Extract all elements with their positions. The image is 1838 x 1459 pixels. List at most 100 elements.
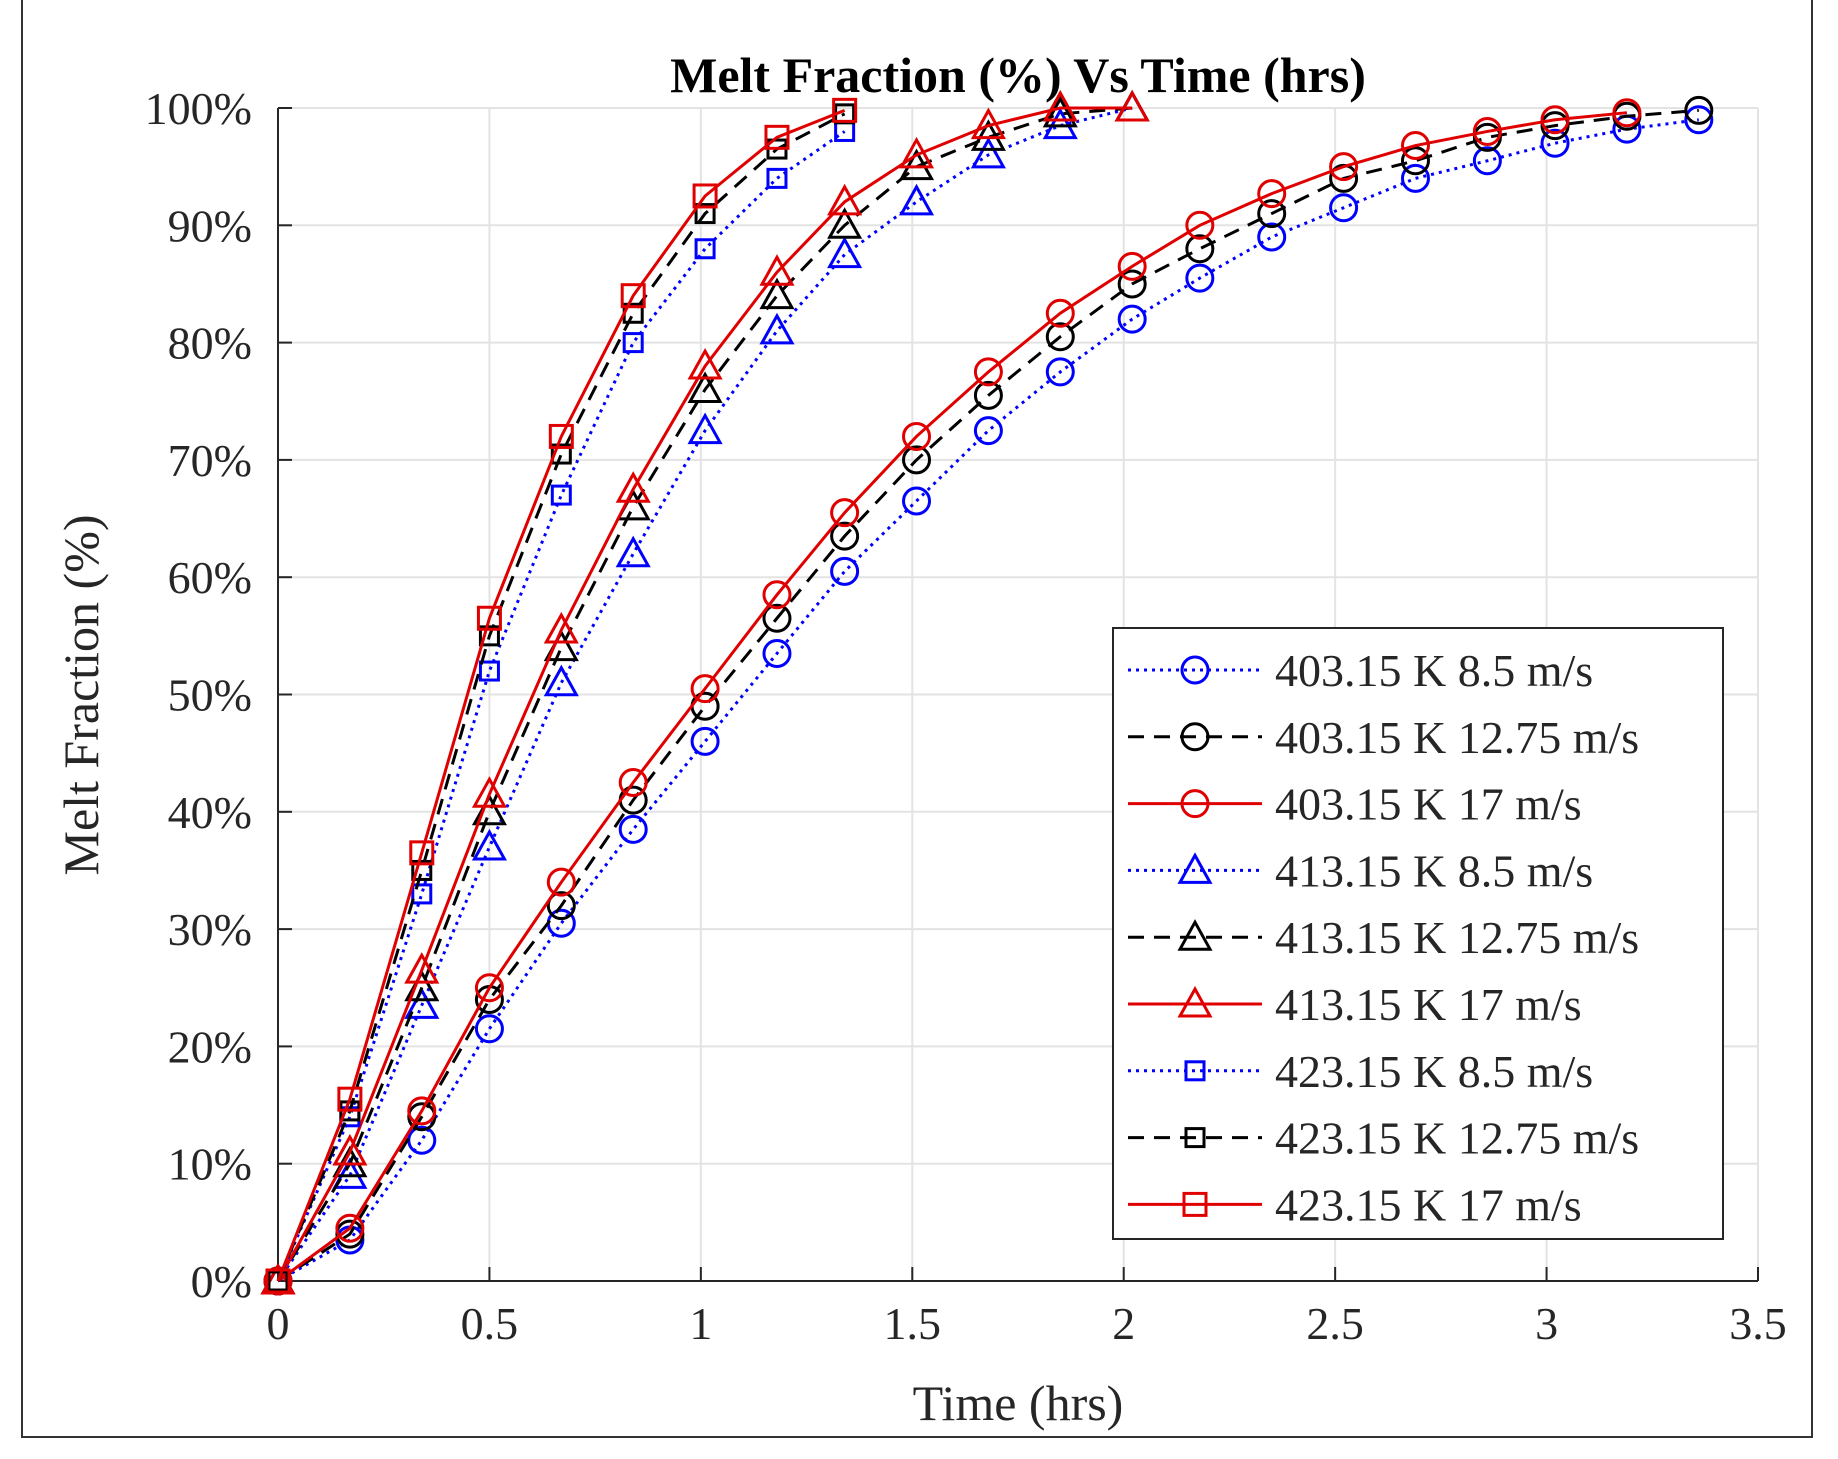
circle-marker — [762, 638, 792, 668]
legend-label: 403.15 K 12.75 m/s — [1275, 712, 1639, 763]
triangle-marker — [615, 471, 651, 503]
series-line — [276, 112, 846, 1282]
triangle-marker — [970, 107, 1006, 140]
triangle-marker — [543, 664, 579, 697]
triangle-marker — [898, 136, 935, 169]
triangle-marker — [970, 136, 1006, 169]
triangle-marker — [1177, 985, 1213, 1018]
circle-marker — [973, 357, 1003, 387]
x-tick-label: 3.5 — [1729, 1298, 1787, 1349]
legend-label: 403.15 K 8.5 m/s — [1275, 645, 1593, 696]
y-tick-label: 10% — [168, 1139, 252, 1190]
circle-marker — [1185, 234, 1215, 264]
circle-marker — [474, 1014, 504, 1044]
square-marker — [478, 660, 500, 682]
y-tick-label: 90% — [168, 200, 252, 251]
circle-marker — [830, 498, 860, 528]
legend-label: 423.15 K 12.75 m/s — [1275, 1113, 1639, 1164]
triangle-marker — [1042, 89, 1078, 122]
legend-entry: 403.15 K 17 m/s — [1128, 779, 1582, 830]
x-tick-label: 1.5 — [884, 1298, 942, 1349]
legend-label: 413.15 K 12.75 m/s — [1275, 912, 1639, 963]
triangle-marker — [759, 312, 795, 345]
square-marker — [409, 840, 435, 866]
x-tick-label: 2 — [1112, 1298, 1135, 1349]
triangle-marker — [1042, 107, 1078, 140]
circle-marker — [1612, 98, 1642, 128]
circle-marker — [902, 445, 932, 475]
triangle-marker — [332, 1133, 368, 1166]
square-marker — [550, 443, 572, 465]
circle-marker — [1472, 146, 1502, 176]
legend-entry: 413.15 K 8.5 m/s — [1128, 845, 1593, 896]
series-line — [276, 108, 846, 1282]
circle-marker — [1400, 146, 1430, 176]
y-tick-label: 70% — [168, 435, 252, 486]
triangle-marker — [687, 412, 723, 445]
circle-marker — [1257, 179, 1287, 209]
circle-marker — [1045, 357, 1075, 387]
square-marker — [548, 423, 574, 449]
triangle-marker — [471, 776, 507, 808]
circle-marker — [973, 416, 1003, 446]
circle-marker — [690, 726, 720, 756]
circle-marker — [407, 1096, 437, 1126]
y-axis-label: Melt Fraction (%) — [53, 514, 109, 875]
circle-marker — [1257, 199, 1287, 229]
circle-marker — [690, 674, 720, 704]
triangle-marker — [615, 535, 651, 568]
figure-frame — [21, 0, 1813, 1438]
x-tick-label: 1 — [689, 1298, 712, 1349]
circle-marker — [546, 867, 576, 897]
circle-marker — [1400, 131, 1430, 161]
triangle-marker — [970, 119, 1006, 151]
x-tick-label: 2.5 — [1306, 1298, 1364, 1349]
square-marker — [1182, 1191, 1208, 1217]
triangle-marker — [827, 236, 863, 269]
circle-marker — [618, 814, 648, 844]
square-marker — [411, 859, 433, 881]
triangle-marker — [827, 207, 863, 239]
series-423-15-k-12-75-m-s — [267, 103, 856, 1292]
square-marker — [834, 120, 856, 142]
square-marker — [1184, 1127, 1206, 1149]
square-marker — [265, 1268, 291, 1294]
series-line — [276, 130, 846, 1282]
circle-marker — [1684, 95, 1714, 125]
x-tick-label: 0.5 — [461, 1298, 519, 1349]
circle-marker — [474, 973, 504, 1003]
series-line — [277, 108, 1699, 1283]
triangle-marker — [404, 987, 440, 1019]
x-tick-label: 3 — [1535, 1298, 1558, 1349]
legend-entry: 423.15 K 8.5 m/s — [1128, 1046, 1593, 1097]
series-403-15-k-17-m-s — [263, 98, 1642, 1296]
square-marker — [766, 167, 788, 189]
triangle-marker — [1177, 852, 1213, 884]
series-line — [276, 106, 1133, 1282]
circle-marker — [973, 380, 1003, 410]
chart-title: Melt Fraction (%) Vs Time (hrs) — [670, 47, 1366, 103]
circle-marker — [762, 580, 792, 610]
square-marker — [411, 883, 433, 905]
series-line — [277, 118, 1699, 1283]
y-tick-label: 100% — [145, 83, 252, 134]
legend-entry: 413.15 K 12.75 m/s — [1128, 912, 1639, 963]
square-marker — [337, 1086, 363, 1112]
square-marker — [832, 97, 858, 123]
circle-marker — [1117, 269, 1147, 299]
y-tick-label: 50% — [168, 670, 252, 721]
circle-marker — [1329, 152, 1359, 182]
legend-entry: 423.15 K 17 m/s — [1128, 1179, 1582, 1230]
circle-marker — [1185, 210, 1215, 240]
circle-marker — [902, 421, 932, 451]
square-marker — [1184, 1060, 1206, 1082]
circle-marker — [902, 486, 932, 516]
legend-entry: 413.15 K 17 m/s — [1128, 979, 1582, 1030]
circle-marker — [618, 767, 648, 797]
y-tick-label: 0% — [191, 1256, 252, 1307]
legend-entry: 403.15 K 12.75 m/s — [1128, 712, 1639, 763]
triangle-marker — [1177, 919, 1213, 951]
circle-marker — [1180, 722, 1210, 752]
circle-marker — [1400, 163, 1430, 193]
